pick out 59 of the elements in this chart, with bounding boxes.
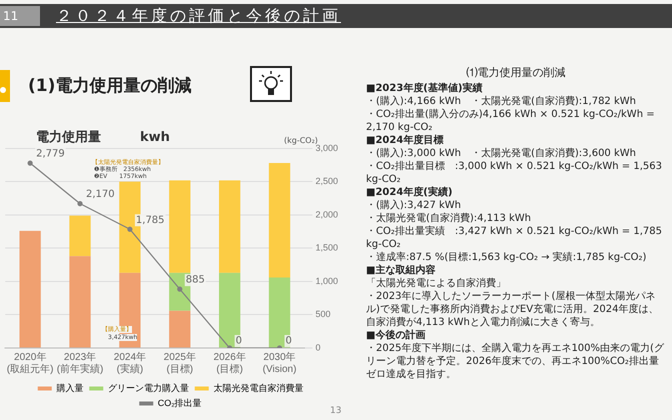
text: ■主な取組内容 bbox=[366, 264, 436, 277]
point bbox=[77, 201, 83, 206]
text: ■2024年度目標 bbox=[366, 134, 444, 147]
x-tick-label: 2030年 (Vision) bbox=[262, 350, 296, 375]
data-label: 1,785 bbox=[136, 214, 165, 226]
x-tick-label: 2024年 (実績) bbox=[114, 350, 146, 375]
y2-tick-label: 500 bbox=[315, 309, 331, 320]
text: ・CO₂排出量目標 :3,000 kWh × 0.521 kg-CO₂/kWh = 1,563 kg-CO₂ bbox=[366, 160, 663, 186]
text: ■2024年度(実績) bbox=[366, 186, 454, 199]
text: ■2023年度(基準値)実績 bbox=[366, 82, 484, 95]
bar bbox=[268, 163, 290, 278]
bar bbox=[218, 180, 240, 273]
bar bbox=[169, 180, 190, 273]
y2-tick-label: 1,000 bbox=[315, 276, 338, 286]
y-axis-title: 電力使用量 kwh bbox=[36, 129, 170, 146]
x-tick-label: 2023年 (前年実績) bbox=[56, 350, 104, 375]
point bbox=[28, 160, 33, 166]
text: ■今後の計画 bbox=[366, 329, 426, 342]
text: ・(購入):3,000 kWh ・太陽光発電(自家消費):3,600 kWh bbox=[366, 147, 637, 160]
bar bbox=[69, 216, 91, 256]
y2-tick-label: 3,000 bbox=[315, 142, 338, 153]
legend-label: 太陽光発電自家消費量 bbox=[213, 382, 304, 393]
data-label: 885 bbox=[186, 274, 205, 286]
chart-subtitle: (1)電力使用量の削減 bbox=[28, 75, 192, 97]
bar bbox=[268, 277, 290, 348]
y2-tick-label: 2,500 bbox=[315, 176, 338, 186]
text: ・太陽光発電(自家消費):4,113 kWh bbox=[366, 212, 532, 225]
text: ⑴電力使用量の削減 bbox=[466, 66, 566, 79]
text: ・CO₂排出量実績 :3,427 kWh × 0.521 kg-CO₂/kWh = 1,785 kg-CO₂ bbox=[366, 225, 663, 251]
legend-label: 購入量 bbox=[56, 382, 84, 393]
bar bbox=[19, 230, 41, 348]
x-tick-label: 2020年 (取組元年) bbox=[6, 350, 54, 375]
data-label: 0 bbox=[236, 336, 242, 347]
text: ・達成率:87.5 %(目標:1,563 kg-CO₂ → 実績:1,785 kg-CO₂) bbox=[366, 251, 648, 264]
y2-axis-title: (kg-CO₂) bbox=[284, 136, 318, 145]
text: 13 bbox=[330, 406, 342, 416]
point bbox=[127, 226, 132, 232]
text: ・(購入):3,427 kWh bbox=[366, 199, 462, 212]
bar bbox=[218, 272, 240, 348]
text: ・2023年に導入したソーラーカーポート(屋根一体型太陽光パネル)で発電した事務所内消費およびEV充電に活用。2024年度は、自家消費が4,113 kWhと入電力削減に大きく寄与。 bbox=[366, 290, 660, 329]
bar bbox=[69, 256, 91, 348]
y2-tick-label: 2,000 bbox=[315, 209, 338, 220]
x-tick-label: 2026年 (目標) bbox=[214, 350, 246, 375]
legend-label: CO₂排出量 bbox=[158, 398, 202, 408]
y2-tick-label: 0 bbox=[315, 342, 320, 352]
text: 11 bbox=[0, 6, 40, 26]
x-tick-label: 2025年 (目標) bbox=[164, 350, 196, 375]
chart-title: ２０２４年度の評価と今後の計画 bbox=[56, 6, 341, 26]
point bbox=[177, 286, 182, 292]
legend-label: グリーン電力購入量 bbox=[108, 382, 189, 393]
data-label: 0 bbox=[286, 336, 292, 347]
data-label: 2,779 bbox=[36, 148, 65, 160]
bar bbox=[169, 310, 190, 348]
text: ・2025年度下半期には、全購入電力を再エネ100%由来の電力(グリーン電力替を予定。2026年度末での、再エネ100%CO₂排出量ゼロ達成を目指す。 bbox=[366, 342, 665, 381]
text: ・(購入):4,166 kWh ・太陽光発電(自家消費):1,782 kWh bbox=[366, 95, 637, 108]
text: 「太陽光発電による自家消費」 bbox=[366, 277, 507, 290]
text: ・CO₂排出量(購入分のみ)4,166 kWh × 0.521 kg-CO₂/kWh = 2,170 kg-CO₂ bbox=[366, 108, 656, 134]
data-label: 2,170 bbox=[86, 189, 115, 200]
y2-tick-label: 1,500 bbox=[315, 242, 338, 253]
